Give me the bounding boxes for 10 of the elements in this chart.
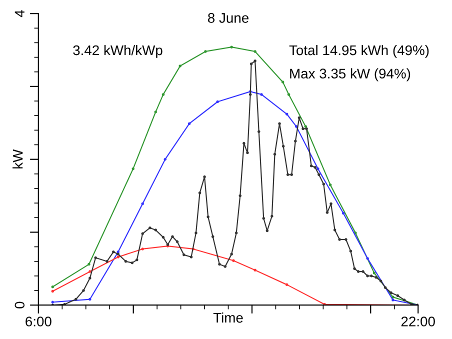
annotation: Total 14.95 kWh (49%) (289, 44, 429, 58)
annotation: 3.42 kWh/kWp (73, 44, 162, 58)
y-axis-title: kW (12, 149, 23, 168)
chart-title: 8 June (208, 13, 248, 23)
x-tick-label: 6:00 (26, 316, 52, 326)
x-axis-title: Time (213, 312, 243, 323)
y-tick-label: 4 (14, 10, 24, 18)
annotation: Max 3.35 kW (94%) (290, 68, 410, 82)
x-tick-label: 22:00 (401, 316, 435, 326)
y-tick-label: 0 (14, 302, 25, 308)
